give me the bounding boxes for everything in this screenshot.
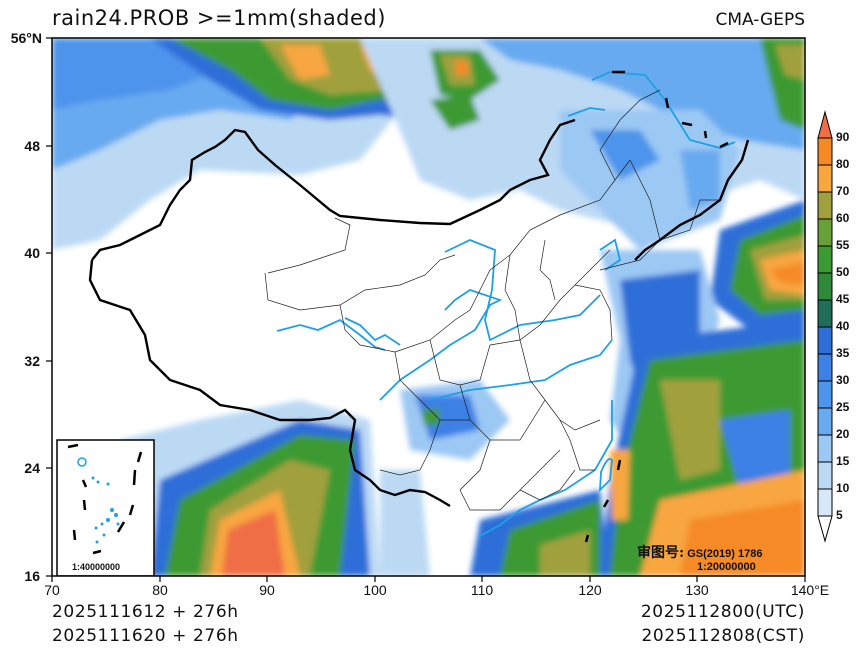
chart-title: rain24.PROB >=1mm(shaded) xyxy=(52,6,386,30)
maritime-boundary xyxy=(584,70,729,543)
colorbar-label-50: 50 xyxy=(836,265,850,279)
axis-ticks xyxy=(46,37,806,582)
colorbar-label-45: 45 xyxy=(836,292,850,306)
y-tick-32: 32 xyxy=(24,353,40,369)
x-tick-90: 90 xyxy=(259,582,275,598)
y-tick-24: 24 xyxy=(24,460,40,476)
model-name: CMA-GEPS xyxy=(715,10,805,30)
approval-label: 审图号: xyxy=(637,545,685,561)
y-tick-40: 40 xyxy=(24,245,40,261)
x-tick-80: 80 xyxy=(152,582,168,598)
x-tick-100: 100 xyxy=(363,582,387,598)
colorbar-label-40: 40 xyxy=(836,319,850,333)
colorbar-label-60: 60 xyxy=(836,211,850,225)
colorbar-label-5: 5 xyxy=(836,508,843,522)
colorbar-label-25: 25 xyxy=(836,400,850,414)
colorbar xyxy=(817,110,833,543)
rivers xyxy=(276,71,736,537)
main-map-scale: 1:20000000 xyxy=(697,561,756,573)
colorbar-label-10: 10 xyxy=(836,481,850,495)
valid-time-cst: 2025112808(CST) xyxy=(641,626,805,646)
y-tick-56: 56°N xyxy=(10,30,42,46)
approval-code: GS(2019) 1786 xyxy=(687,548,763,560)
x-tick-120: 120 xyxy=(578,582,602,598)
colorbar-label-80: 80 xyxy=(836,157,850,171)
probability-field xyxy=(52,38,805,576)
x-tick-140: 140°E xyxy=(790,582,830,598)
colorbar-label-30: 30 xyxy=(836,373,850,387)
init-time-cst: 2025111620 + 276h xyxy=(52,626,239,646)
colorbar-label-55: 55 xyxy=(836,238,850,252)
plot-frame xyxy=(51,37,806,577)
x-tick-70: 70 xyxy=(44,582,60,598)
map-approval-number: 审图号: GS(2019) 1786 xyxy=(637,542,762,562)
national-boundary xyxy=(88,118,750,508)
colorbar-label-35: 35 xyxy=(836,346,850,360)
x-tick-130: 130 xyxy=(685,582,709,598)
inset-islands xyxy=(77,457,120,544)
colorbar-label-20: 20 xyxy=(836,427,850,441)
south-china-sea-inset xyxy=(56,439,155,576)
colorbar-label-90: 90 xyxy=(836,130,850,144)
x-tick-110: 110 xyxy=(470,582,494,598)
y-tick-48: 48 xyxy=(24,138,40,154)
y-tick-16: 16 xyxy=(24,568,40,584)
colorbar-label-15: 15 xyxy=(836,454,850,468)
valid-time-utc: 2025112800(UTC) xyxy=(640,602,805,622)
province-boundaries xyxy=(264,89,720,511)
init-time-utc: 2025111612 + 276h xyxy=(52,602,239,622)
inset-map-scale: 1:40000000 xyxy=(72,562,121,572)
inset-boundary xyxy=(67,443,143,555)
colorbar-label-70: 70 xyxy=(836,184,850,198)
